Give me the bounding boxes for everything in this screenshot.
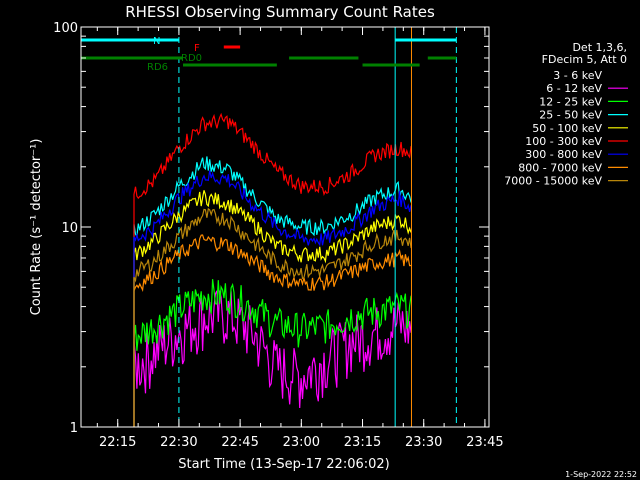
y-tick-label: 10 (61, 221, 78, 236)
legend-entry-label: 3 - 6 keV (553, 69, 602, 82)
flag-label-rd0: RD0 (181, 53, 202, 64)
x-tick-label: 23:00 (283, 435, 320, 450)
legend-entry-label: 12 - 25 keV (539, 95, 602, 108)
x-tick-label: 22:30 (160, 435, 197, 450)
legend-header: Det 1,3,6, (572, 41, 627, 54)
legend-entry-label: 6 - 12 keV (546, 82, 602, 95)
footer-date: 1-Sep-2022 22:52 (565, 470, 637, 479)
series-line-2 (133, 279, 412, 427)
y-axis-label: Count Rate (s⁻¹ detector⁻¹) (29, 139, 44, 316)
x-tick-label: 23:45 (466, 435, 503, 450)
series-line-4 (133, 190, 412, 427)
series-line-1 (133, 290, 412, 427)
legend-entry-label: 25 - 50 keV (539, 109, 602, 122)
legend-header: FDecim 5, Att 0 (542, 53, 627, 66)
legend-entry-label: 800 - 7000 keV (518, 161, 602, 174)
legend-entry-label: 50 - 100 keV (532, 122, 602, 135)
legend-entry-label: 7000 - 15000 keV (504, 175, 602, 188)
x-tick-label: 23:15 (344, 435, 381, 450)
flag-label-f: F (194, 43, 200, 54)
series-line-3 (133, 156, 412, 427)
chart-title: RHESSI Observing Summary Count Rates (125, 3, 435, 21)
legend-entry-label: 300 - 800 keV (525, 148, 602, 161)
x-tick-label: 23:30 (405, 435, 442, 450)
x-tick-label: 22:15 (99, 435, 136, 450)
x-axis-label: Start Time (13-Sep-17 22:06:02) (178, 457, 389, 472)
y-tick-label: 100 (53, 21, 78, 36)
flag-label-rd6: RD6 (147, 62, 168, 73)
y-tick-label: 1 (70, 421, 78, 436)
legend-entry-label: 100 - 300 keV (525, 135, 602, 148)
series-line-7 (133, 234, 412, 427)
flag-label-n: N (153, 36, 160, 47)
x-tick-label: 22:45 (221, 435, 258, 450)
